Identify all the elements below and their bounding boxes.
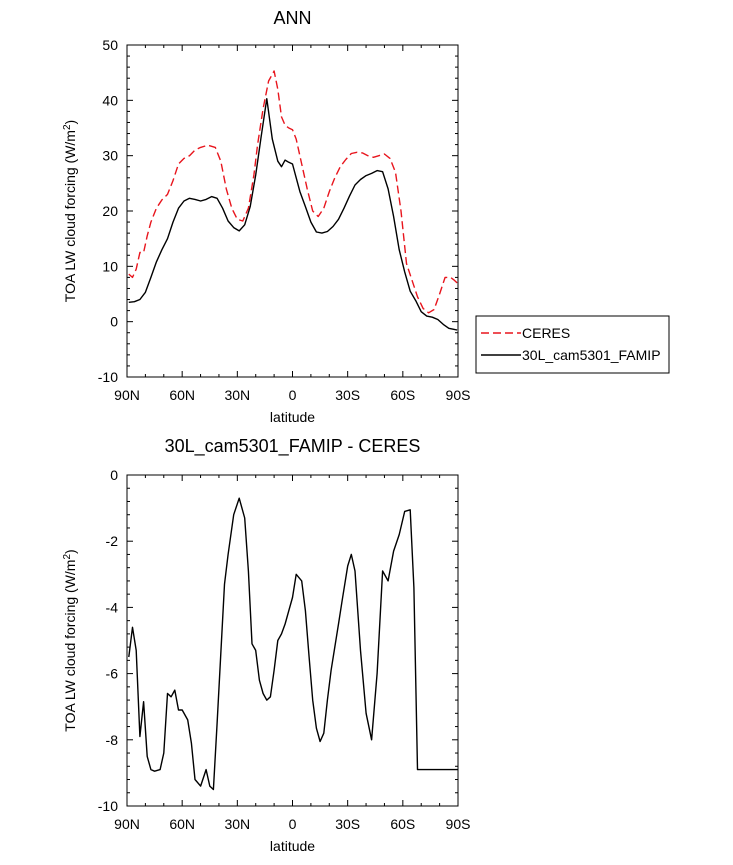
chart-title: ANN — [273, 8, 311, 28]
y-axis-title-main: TOA LW cloud forcing (W/m — [62, 560, 78, 732]
bottom-panel-difference: 30L_cam5301_FAMIP - CERES 90N 60N 30N 0 30S 60… — [62, 436, 470, 854]
x-tick-label: 0 — [289, 816, 297, 832]
y-axis-title-main: TOA LW cloud forcing (W/m — [62, 130, 78, 302]
series-line-30l-cam5301-famip — [128, 98, 458, 331]
y-tick-label: 30 — [102, 148, 118, 164]
x-tick-label: 60N — [169, 387, 195, 403]
y-tick-label: 20 — [102, 203, 118, 219]
y-tick-label: 0 — [110, 467, 118, 483]
x-tick-label: 30S — [335, 816, 360, 832]
y-tick-label: 0 — [110, 314, 118, 330]
legend-label: CERES — [522, 325, 570, 341]
x-tick-label: 30S — [335, 387, 360, 403]
x-tick-label: 30N — [224, 816, 250, 832]
y-tick-label: 50 — [102, 37, 118, 53]
series-line-difference — [128, 497, 458, 791]
y-axis-title: TOA LW cloud forcing (W/m2) — [62, 120, 78, 302]
legend-box — [475, 315, 670, 374]
x-tick-label: 60S — [390, 816, 415, 832]
y-axis-title-end: ) — [62, 549, 78, 554]
x-tick-label: 90N — [114, 816, 140, 832]
y-tick-label: -6 — [106, 666, 119, 682]
x-tick-label: 30N — [224, 387, 250, 403]
top-panel-ann: ANN 90N 60N 30N 0 30S 60S 90S -10 0 10 20 30 40 50 lati… — [62, 8, 670, 425]
plot-frame — [126, 474, 459, 807]
y-axis-title-end: ) — [62, 120, 78, 125]
legend-label: 30L_cam5301_FAMIP — [522, 347, 661, 363]
y-tick-label: 40 — [102, 92, 118, 108]
x-tick-label: 90S — [446, 816, 471, 832]
x-tick-label: 60N — [169, 816, 195, 832]
x-axis-title: latitude — [270, 838, 315, 854]
x-tick-label: 90N — [114, 387, 140, 403]
chart-title: 30L_cam5301_FAMIP - CERES — [165, 436, 421, 457]
y-axis-title-superscript: 2 — [62, 124, 73, 130]
x-tick-label: 0 — [289, 387, 297, 403]
x-tick-label: 60S — [390, 387, 415, 403]
y-tick-label: -2 — [106, 533, 119, 549]
y-axis-title: TOA LW cloud forcing (W/m2) — [62, 549, 78, 731]
x-tick-label: 90S — [446, 387, 471, 403]
x-axis-title: latitude — [270, 409, 315, 425]
series-line-ceres — [128, 70, 458, 314]
y-tick-label: -10 — [98, 798, 118, 814]
y-axis-title-superscript: 2 — [62, 554, 73, 560]
y-tick-label: -8 — [106, 732, 119, 748]
y-tick-label: -4 — [106, 599, 119, 615]
y-tick-label: -10 — [98, 369, 118, 385]
y-tick-label: 10 — [102, 258, 118, 274]
